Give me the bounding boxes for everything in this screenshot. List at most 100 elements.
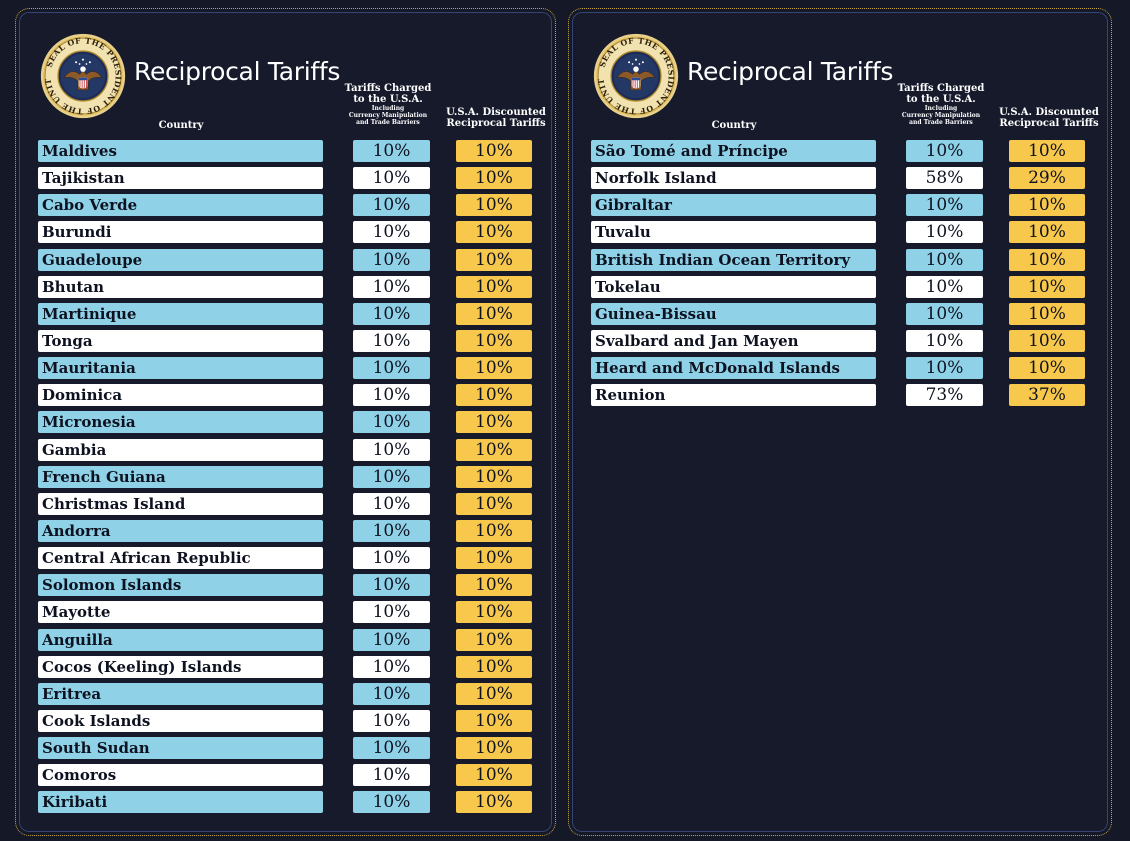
tariff-charged-cell: 10% xyxy=(906,329,983,352)
table-row: Andorra 10% 10% xyxy=(16,519,555,546)
discounted-tariff-cell: 10% xyxy=(1009,248,1085,271)
country-cell: Eritrea xyxy=(38,682,323,705)
header-charged-sub2: Currency Manipulation xyxy=(901,112,981,119)
tariff-charged-cell: 58% xyxy=(906,167,983,190)
country-cell: Cabo Verde xyxy=(38,194,323,217)
tariff-charged-cell: 73% xyxy=(906,384,983,407)
tariff-charged-cell: 10% xyxy=(353,357,430,380)
country-cell: Bhutan xyxy=(38,275,323,298)
table-row: Central African Republic 10% 10% xyxy=(16,546,555,573)
country-cell: British Indian Ocean Territory xyxy=(591,248,876,271)
discounted-tariff-cell: 10% xyxy=(456,574,532,597)
country-cell: Martinique xyxy=(38,302,323,325)
tariff-table-right: São Tomé and Príncipe 10% 10% Norfolk Islan… xyxy=(569,139,1111,410)
table-row: Tuvalu 10% 10% xyxy=(569,220,1111,247)
country-cell: Guinea-Bissau xyxy=(591,302,876,325)
table-row: São Tomé and Príncipe 10% 10% xyxy=(569,139,1111,166)
tariff-charged-cell: 10% xyxy=(353,682,430,705)
tariff-charged-cell: 10% xyxy=(906,140,983,162)
country-cell: Mayotte xyxy=(38,601,323,624)
tariff-charged-cell: 10% xyxy=(353,737,430,760)
table-row: Christmas Island 10% 10% xyxy=(16,492,555,519)
tariff-charged-cell: 10% xyxy=(353,248,430,271)
table-row: Maldives 10% 10% xyxy=(16,139,555,166)
column-header-country: Country xyxy=(711,120,757,131)
tariff-charged-cell: 10% xyxy=(353,628,430,651)
discounted-tariff-cell: 10% xyxy=(456,302,532,325)
header-discount-line1: U.S.A. Discounted xyxy=(999,107,1099,118)
discounted-tariff-cell: 10% xyxy=(1009,221,1085,244)
tariff-charged-cell: 10% xyxy=(353,764,430,787)
header-charged-line2: to the U.S.A. xyxy=(906,94,976,105)
discounted-tariff-cell: 10% xyxy=(456,384,532,407)
discounted-tariff-cell: 10% xyxy=(456,248,532,271)
discounted-tariff-cell: 10% xyxy=(456,465,532,488)
column-header-tariffs-charged: Tariffs Charged to the U.S.A. Including … xyxy=(338,83,438,126)
tariff-charged-cell: 10% xyxy=(906,221,983,244)
page-title: Reciprocal Tariffs xyxy=(134,57,341,86)
country-cell: Cocos (Keeling) Islands xyxy=(38,655,323,678)
table-row: Burundi 10% 10% xyxy=(16,220,555,247)
table-row: Eritrea 10% 10% xyxy=(16,682,555,709)
discounted-tariff-cell: 10% xyxy=(456,655,532,678)
country-cell: Christmas Island xyxy=(38,492,323,515)
table-row: Norfolk Island 58% 29% xyxy=(569,166,1111,193)
tariff-charged-cell: 10% xyxy=(353,519,430,542)
discounted-tariff-cell: 10% xyxy=(456,329,532,352)
country-cell: Cook Islands xyxy=(38,709,323,732)
tariff-charged-cell: 10% xyxy=(353,302,430,325)
tariff-charged-cell: 10% xyxy=(353,140,430,162)
country-cell: Kiribati xyxy=(38,791,323,814)
tariff-charged-cell: 10% xyxy=(353,601,430,624)
table-row: Micronesia 10% 10% xyxy=(16,410,555,437)
header-charged-sub1: Including xyxy=(371,105,405,112)
discounted-tariff-cell: 29% xyxy=(1009,167,1085,190)
header-charged-sub1: Including xyxy=(924,105,958,112)
discounted-tariff-cell: 10% xyxy=(456,492,532,515)
country-cell: Burundi xyxy=(38,221,323,244)
header-charged-line2: to the U.S.A. xyxy=(353,94,423,105)
table-row: French Guiana 10% 10% xyxy=(16,465,555,492)
table-row: Heard and McDonald Islands 10% 10% xyxy=(569,356,1111,383)
country-cell: Tonga xyxy=(38,329,323,352)
tariff-charged-cell: 10% xyxy=(353,275,430,298)
tariff-charged-cell: 10% xyxy=(353,221,430,244)
discounted-tariff-cell: 10% xyxy=(1009,329,1085,352)
country-cell: Tajikistan xyxy=(38,167,323,190)
discounted-tariff-cell: 10% xyxy=(456,221,532,244)
table-row: Guadeloupe 10% 10% xyxy=(16,248,555,275)
header-charged-sub3: and Trade Barriers xyxy=(356,119,420,126)
country-cell: Reunion xyxy=(591,384,876,407)
table-row: Reunion 73% 37% xyxy=(569,383,1111,410)
page-title: Reciprocal Tariffs xyxy=(687,57,894,86)
country-cell: Dominica xyxy=(38,384,323,407)
discounted-tariff-cell: 10% xyxy=(1009,357,1085,380)
tariff-charged-cell: 10% xyxy=(353,465,430,488)
tariff-charged-cell: 10% xyxy=(353,492,430,515)
header-charged-sub3: and Trade Barriers xyxy=(909,119,973,126)
header-charged-sub2: Currency Manipulation xyxy=(348,112,428,119)
discounted-tariff-cell: 10% xyxy=(1009,302,1085,325)
discounted-tariff-cell: 10% xyxy=(456,764,532,787)
table-row: Mayotte 10% 10% xyxy=(16,600,555,627)
discounted-tariff-cell: 10% xyxy=(1009,275,1085,298)
tariff-charged-cell: 10% xyxy=(906,248,983,271)
tariff-charged-cell: 10% xyxy=(353,438,430,461)
country-cell: Norfolk Island xyxy=(591,167,876,190)
discounted-tariff-cell: 10% xyxy=(456,519,532,542)
tariff-panel-left: SEAL OF THE PRESIDENT OF THE UNITED STAT… xyxy=(15,8,556,836)
tariff-charged-cell: 10% xyxy=(353,411,430,434)
discounted-tariff-cell: 10% xyxy=(456,194,532,217)
tariff-table-left: Maldives 10% 10% Tajikistan 10% 10% Cabo Verde… xyxy=(16,139,555,818)
table-row: Svalbard and Jan Mayen 10% 10% xyxy=(569,329,1111,356)
header-discount-line2: Reciprocal Tariffs xyxy=(446,118,546,129)
discounted-tariff-cell: 10% xyxy=(456,357,532,380)
country-cell: Micronesia xyxy=(38,411,323,434)
country-cell: São Tomé and Príncipe xyxy=(591,140,876,162)
table-row: Tokelau 10% 10% xyxy=(569,275,1111,302)
tariff-charged-cell: 10% xyxy=(353,655,430,678)
country-cell: Anguilla xyxy=(38,628,323,651)
country-cell: Tokelau xyxy=(591,275,876,298)
discounted-tariff-cell: 37% xyxy=(1009,384,1085,407)
tariff-charged-cell: 10% xyxy=(353,791,430,814)
